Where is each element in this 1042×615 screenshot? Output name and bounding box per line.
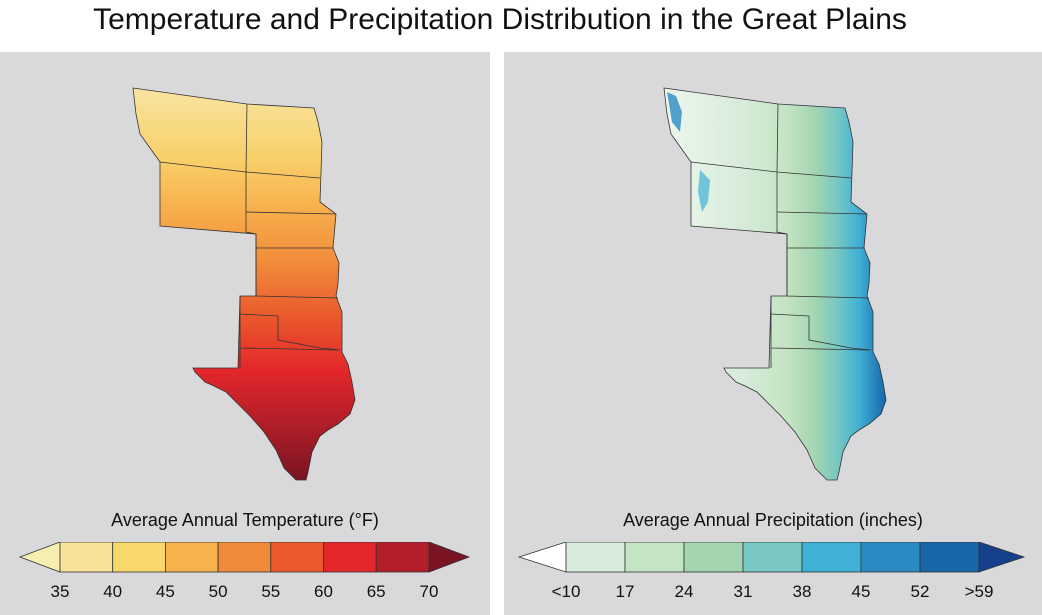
precipitation-colorbar-bin [860, 542, 921, 573]
temperature-colorbar [18, 542, 471, 573]
temperature-tick-label: 55 [261, 582, 281, 601]
temperature-legend-title: Average Annual Temperature (°F) [111, 510, 379, 530]
great-plains-region-precipitation [663, 87, 887, 481]
precipitation-tick-label: >59 [964, 582, 994, 601]
precipitation-colorbar-bin [742, 542, 803, 573]
precipitation-colorbar-bin [683, 542, 744, 573]
temperature-colorbar-bin [217, 542, 272, 573]
temperature-panel: Average Annual Temperature (°F) 35 40 45… [0, 52, 490, 615]
temperature-tick-label: 35 [50, 582, 70, 601]
precipitation-colorbar-low-arrow [517, 542, 567, 573]
precipitation-tick-label: <10 [551, 582, 581, 601]
great-plains-region-temperature [132, 87, 356, 481]
precipitation-tick-label: 17 [615, 582, 635, 601]
precipitation-colorbar [517, 542, 1026, 573]
temperature-tick-label: 65 [366, 582, 386, 601]
state-borders-precipitation [690, 103, 872, 368]
precipitation-map [663, 87, 887, 481]
precipitation-tick-label: 31 [733, 582, 753, 601]
temperature-colorbar-low-arrow [18, 542, 61, 573]
page-title: Temperature and Precipitation Distributi… [93, 3, 907, 36]
mountain-precipitation-highlights [667, 92, 710, 212]
temperature-colorbar-bin [375, 542, 430, 573]
precipitation-colorbar-bin [919, 542, 980, 573]
temperature-colorbar-bin [270, 542, 324, 573]
precipitation-colorbar-bin [565, 542, 626, 573]
precipitation-legend-title: Average Annual Precipitation (inches) [623, 510, 923, 530]
precipitation-colorbar-bin [624, 542, 685, 573]
state-borders-temperature [159, 103, 341, 368]
temperature-colorbar-high-arrow [428, 542, 471, 573]
temperature-colorbar-bin [112, 542, 166, 573]
temperature-tick-label: 60 [314, 582, 333, 601]
precipitation-colorbar-bin [801, 542, 862, 573]
temperature-colorbar-bin [164, 542, 219, 573]
temperature-tick-label: 70 [419, 582, 439, 601]
temperature-tick-label: 50 [208, 582, 228, 601]
precipitation-tick-label: 45 [851, 582, 871, 601]
precipitation-tick-label: 52 [910, 582, 930, 601]
precipitation-tick-label: 24 [674, 582, 694, 601]
temperature-tick-label: 40 [103, 582, 123, 601]
temperature-map [132, 87, 356, 481]
precipitation-colorbar-high-arrow [978, 542, 1026, 573]
precipitation-panel: Average Annual Precipitation (inches) <1… [504, 52, 1042, 615]
temperature-tick-label: 45 [155, 582, 175, 601]
temperature-colorbar-bin [59, 542, 114, 573]
temperature-colorbar-bin [323, 542, 377, 573]
precipitation-tick-label: 38 [792, 582, 812, 601]
